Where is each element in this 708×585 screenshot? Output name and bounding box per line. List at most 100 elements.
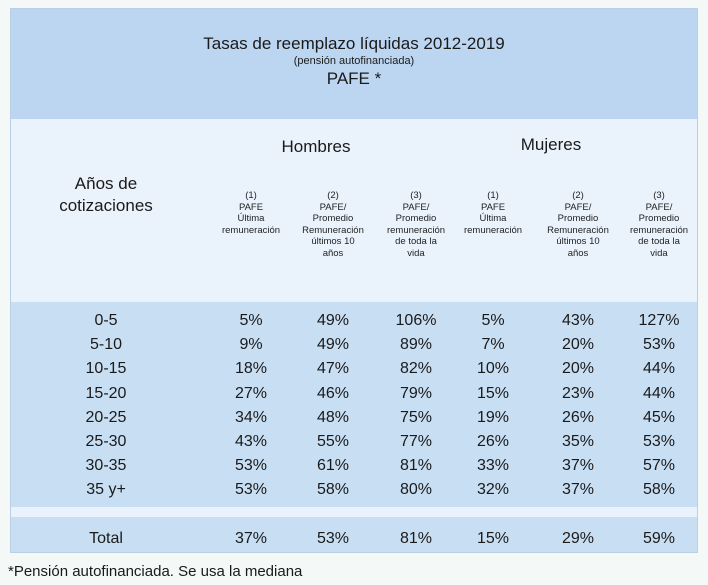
column-header-line: últimos 10 [556,236,600,247]
table-cell: 81% [399,530,433,547]
column-header: (1) PAFE Última remuneración [453,190,533,236]
table-cell: 57% [642,457,676,475]
table-cell: 34% [234,408,268,426]
column-header-line: Última [237,213,265,224]
column-header: (3) PAFE/Promedio remuneración de toda la vi… [619,190,697,259]
table-cell: 19% [476,408,510,426]
table-cell: 35% [561,433,595,450]
table-cell: 37% [561,457,595,475]
column-number: (1) [245,190,257,201]
column-header-line: de toda la [638,236,680,247]
column-header-line: Promedio [395,213,437,224]
column-header-line: remuneración [629,224,689,236]
table-cell: 37% [561,481,595,499]
table-cell: 58% [642,481,676,499]
table-cell: 80% [399,481,433,499]
column-header-line: remuneración [386,224,446,236]
column-header-line: años [322,247,344,259]
table-cell: 53% [316,530,350,547]
table-cell: 45% [642,408,676,426]
pafe-title: PAFE * [326,69,382,88]
table-cell: 58% [316,481,350,499]
column-header-line: Última [479,213,507,224]
table-cell: 81% [399,457,433,475]
table-cell: 32% [476,481,510,499]
table-cell: 29% [561,530,595,547]
table-cell: 15% [476,384,510,402]
footnote: *Pensión autofinanciada. Se usa la media… [8,563,303,580]
row-label: 30-35 [85,457,127,475]
row-label: Total [89,530,123,547]
table-cell: 33% [476,457,510,475]
column-header: (2) PAFE/Promedio Remuneración últimos 10 añ… [538,190,618,259]
column-header: (2) PAFE/Promedio Remuneración últimos 10 añ… [293,190,373,259]
table-cell: 106% [395,312,437,329]
table-title: Tasas de reemplazo líquidas 2012-2019 [203,34,505,53]
table-cell: 7% [481,336,505,354]
column-header-line: PAFE/ [645,201,673,213]
gap-band [11,507,697,517]
table-cell: 5% [239,312,263,329]
table-cell: 23% [561,384,595,402]
body-band [11,302,697,507]
column-header-line: Promedio [638,213,680,224]
column-number: (2) [327,190,339,201]
table-cell: 49% [316,336,350,354]
column-header-line: PAFE [480,201,506,213]
table-row: 15-20 27% 46% 79% 15% 23% 44% [11,385,697,407]
column-header-line: PAFE/ [319,201,347,213]
row-label: 35 y+ [86,481,126,499]
column-header-line: remuneración [463,224,523,236]
column-number: (1) [487,190,499,201]
row-label: 20-25 [85,408,127,426]
column-header: (3) PAFE/Promedio remuneración de toda la vi… [376,190,456,259]
table-cell: 27% [234,384,268,402]
row-header-line: cotizaciones [59,196,153,215]
table-cell: 9% [239,336,263,354]
column-header-line: PAFE/ [402,201,430,213]
column-header: (1) PAFE Última remuneración [211,190,291,236]
table-cell: 46% [316,384,350,402]
table-cell: 15% [476,530,510,547]
column-header-line: últimos 10 [311,236,355,247]
row-header: Años de cotizaciones [41,173,171,217]
column-header-line: años [567,247,589,259]
table-cell: 79% [399,384,433,402]
title-band: Tasas de reemplazo líquidas 2012-2019 (p… [11,9,697,119]
total-band [11,517,697,552]
table-cell: 44% [642,384,676,402]
column-header-line: Remuneración [302,224,364,236]
column-header-line: Remuneración [547,224,609,236]
table-cell: 26% [561,408,595,426]
row-label: 0-5 [94,312,118,329]
column-header-line: PAFE/ [564,201,592,213]
table-cell: 59% [642,530,676,547]
table-cell: 26% [476,433,510,450]
table-row: 10-15 18% 47% 82% 10% 20% 44% [11,360,697,382]
column-header-line: Promedio [557,213,599,224]
row-label: 25-30 [85,433,127,450]
table-row: 0-5 5% 49% 106% 5% 43% 127% [11,312,697,334]
table-cell: 127% [638,312,680,329]
table-cell: 49% [316,312,350,329]
column-header-line: de toda la [395,236,437,247]
column-number: (2) [572,190,584,201]
table-cell: 20% [561,336,595,354]
table-cell: 77% [399,433,433,450]
table-row: 20-25 34% 48% 75% 19% 26% 45% [11,409,697,431]
table-cell: 20% [561,360,595,378]
column-header-line: vida [650,247,668,259]
table-cell: 53% [642,336,676,354]
table-cell: 89% [399,336,433,354]
table-row: 30-35 53% 61% 81% 33% 37% 57% [11,457,697,479]
column-number: (3) [653,190,665,201]
column-header-line: remuneración [221,224,281,236]
row-label: 5-10 [89,336,123,354]
table-row: 5-10 9% 49% 89% 7% 20% 53% [11,336,697,358]
table-cell: 47% [316,360,350,378]
table-cell: 5% [481,312,505,329]
table-row: 25-30 43% 55% 77% 26% 35% 53% [11,433,697,455]
group-hombres: Hombres [281,137,351,156]
column-header-line: vida [407,247,425,259]
table-cell: 18% [234,360,268,378]
